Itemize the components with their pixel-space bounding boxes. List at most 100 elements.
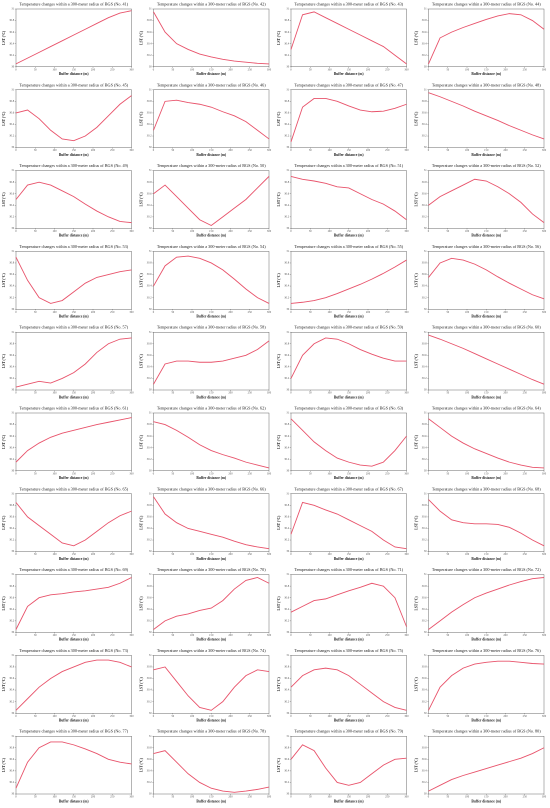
data-line <box>290 501 407 550</box>
x-tick-label: 150 <box>72 553 77 556</box>
y-tick-label: 30.6 <box>9 435 14 438</box>
plot-frame <box>428 655 545 714</box>
y-tick-label: 31 <box>149 8 152 11</box>
x-tick-label: 300 <box>404 715 409 718</box>
y-tick-label: 30 <box>286 227 289 230</box>
y-tick-label: 30.8 <box>147 181 152 184</box>
y-tick-label: 30.4 <box>422 123 427 126</box>
y-tick-label: 30.6 <box>284 677 289 680</box>
x-tick-label: 300 <box>404 472 409 475</box>
y-tick-label: 30.4 <box>284 689 289 692</box>
x-tick-label: 50 <box>446 149 449 152</box>
y-tick-label: 30 <box>11 389 14 392</box>
x-tick-label: 150 <box>347 553 352 556</box>
y-tick-label: 30 <box>286 793 289 796</box>
y-tick-label: 30.8 <box>9 504 14 507</box>
chart-panel: Temperature changes within a 300-meter r… <box>277 486 409 561</box>
chart-panel: Temperature changes within a 300-meter r… <box>2 1 134 76</box>
y-tick-label: 30 <box>149 65 152 68</box>
chart-panel: Temperature changes within a 300-meter r… <box>139 163 271 238</box>
y-tick-label: 30 <box>149 227 152 230</box>
plot-frame <box>153 736 270 795</box>
x-axis-label: Buffer distance (m) <box>196 638 226 642</box>
y-tick-label: 30 <box>11 308 14 311</box>
x-tick-label: 200 <box>228 472 233 475</box>
y-tick-label: 30.4 <box>9 527 14 530</box>
y-tick-label: 31 <box>286 169 289 172</box>
y-tick-label: 30 <box>149 308 152 311</box>
y-tick-label: 30.8 <box>9 746 14 749</box>
y-tick-label: 30.6 <box>284 354 289 357</box>
x-tick-label: 100 <box>52 149 57 152</box>
y-tick-label: 30.4 <box>422 204 427 207</box>
y-tick-label: 31 <box>286 331 289 334</box>
x-tick-label: 250 <box>248 472 253 475</box>
data-line <box>428 418 545 469</box>
x-tick-label: 200 <box>503 149 508 152</box>
y-tick-label: 30.2 <box>147 458 152 461</box>
x-tick-label: 50 <box>34 796 37 799</box>
x-tick-label: 0 <box>15 311 17 314</box>
y-axis-label: LST (°C) <box>2 353 6 368</box>
x-tick-label: 200 <box>503 553 508 556</box>
x-tick-label: 0 <box>290 230 292 233</box>
x-tick-label: 150 <box>72 68 77 71</box>
y-tick-label: 30.8 <box>9 585 14 588</box>
plot-frame <box>428 170 545 229</box>
y-tick-label: 30.6 <box>284 516 289 519</box>
x-tick-label: 300 <box>267 796 272 799</box>
chart-title: Temperature changes within a 300-meter r… <box>19 244 128 249</box>
y-tick-label: 30.8 <box>284 504 289 507</box>
x-tick-label: 100 <box>327 311 332 314</box>
chart-panel: Temperature changes within a 300-meter r… <box>414 244 546 319</box>
chart-title: Temperature changes within a 300-meter r… <box>432 648 541 653</box>
x-tick-label: 100 <box>465 311 470 314</box>
y-tick-label: 31 <box>286 8 289 11</box>
x-tick-label: 150 <box>209 68 214 71</box>
x-tick-label: 300 <box>129 472 134 475</box>
x-tick-label: 100 <box>52 796 57 799</box>
plot-frame <box>153 412 270 471</box>
x-axis-label: Buffer distance (m) <box>334 153 364 157</box>
y-tick-label: 30 <box>149 631 152 634</box>
x-axis-label: Buffer distance (m) <box>471 153 501 157</box>
x-tick-label: 250 <box>523 311 528 314</box>
x-tick-label: 200 <box>91 230 96 233</box>
chart-panel: Temperature changes within a 300-meter r… <box>139 325 271 400</box>
x-axis-label: Buffer distance (m) <box>196 476 226 480</box>
chart-title: Temperature changes within a 300-meter r… <box>432 567 541 572</box>
y-tick-label: 30.6 <box>147 435 152 438</box>
chart-panel: Temperature changes within a 300-meter r… <box>277 1 409 76</box>
x-tick-label: 50 <box>446 68 449 71</box>
y-tick-label: 30.6 <box>9 192 14 195</box>
y-tick-label: 30.2 <box>284 54 289 57</box>
data-line <box>290 175 407 221</box>
x-tick-label: 200 <box>91 553 96 556</box>
y-tick-label: 31 <box>424 735 427 738</box>
y-tick-label: 31 <box>286 88 289 91</box>
x-tick-label: 50 <box>34 68 37 71</box>
x-tick-label: 250 <box>385 796 390 799</box>
x-tick-label: 300 <box>542 715 547 718</box>
y-tick-label: 31 <box>149 169 152 172</box>
y-tick-label: 30.2 <box>147 215 152 218</box>
y-tick-label: 30 <box>11 227 14 230</box>
x-tick-label: 200 <box>366 311 371 314</box>
y-tick-label: 30.4 <box>284 123 289 126</box>
y-tick-label: 30.8 <box>284 666 289 669</box>
x-tick-label: 250 <box>248 311 253 314</box>
y-tick-label: 30.2 <box>147 700 152 703</box>
y-tick-label: 30.6 <box>284 596 289 599</box>
plot-frame <box>153 332 270 391</box>
y-tick-label: 31 <box>286 492 289 495</box>
x-tick-label: 0 <box>428 149 430 152</box>
x-tick-label: 200 <box>503 68 508 71</box>
x-tick-label: 100 <box>190 796 195 799</box>
x-tick-label: 100 <box>190 715 195 718</box>
data-line <box>15 181 132 224</box>
chart-title: Temperature changes within a 300-meter r… <box>294 729 403 734</box>
chart-panel: Temperature changes within a 300-meter r… <box>414 405 546 480</box>
y-tick-label: 30.6 <box>284 112 289 115</box>
y-tick-label: 30.6 <box>422 354 427 357</box>
x-tick-label: 50 <box>34 392 37 395</box>
